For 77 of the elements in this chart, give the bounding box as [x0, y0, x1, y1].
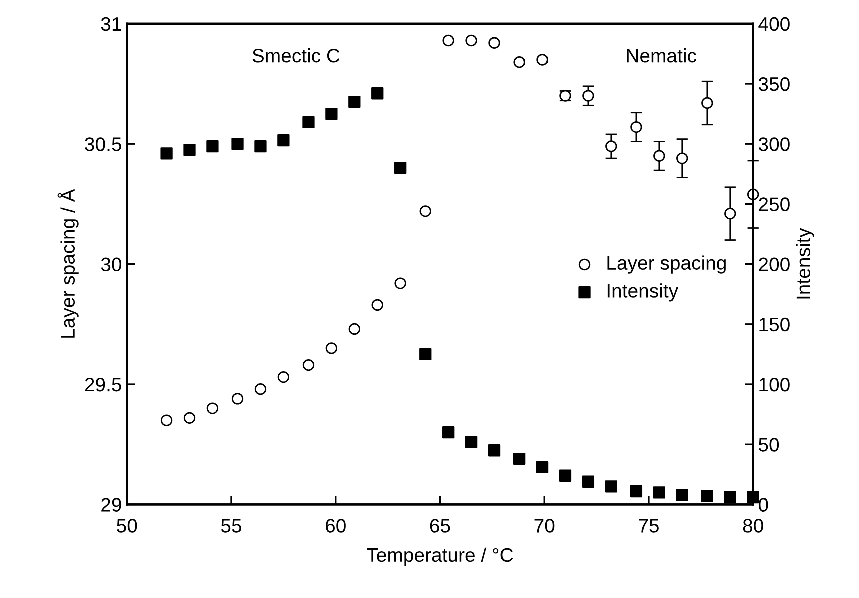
point	[326, 108, 338, 120]
point	[348, 323, 360, 336]
point	[206, 140, 219, 153]
point	[536, 461, 549, 474]
point	[326, 342, 338, 354]
y2-axis-title: Intensity	[796, 228, 814, 299]
y-tick-label: 31	[101, 17, 122, 32]
point	[536, 54, 548, 66]
point	[394, 278, 406, 290]
y2-tick-label: 0	[758, 498, 768, 512]
annotation: Smectic C	[252, 48, 340, 63]
x-tick-label: 55	[221, 519, 242, 533]
x-tick-label: 80	[743, 519, 764, 533]
point	[701, 490, 714, 502]
point	[420, 348, 432, 361]
point	[372, 88, 384, 100]
point	[630, 485, 643, 498]
point	[160, 414, 173, 426]
point	[724, 208, 736, 220]
point	[559, 470, 572, 482]
y2-tick-label: 400	[758, 17, 790, 32]
y2-tick-label: 50	[758, 438, 780, 452]
point	[232, 138, 244, 150]
point	[488, 444, 501, 457]
x-tick-label: 70	[534, 519, 555, 533]
point	[232, 393, 244, 405]
point	[653, 486, 666, 499]
x-tick-label: 60	[326, 519, 346, 533]
y2-tick-label: 100	[760, 378, 790, 392]
point	[724, 491, 736, 504]
x-tick-label: 75	[639, 519, 659, 533]
x-tick-label: 50	[117, 519, 138, 533]
y-tick-label: 30	[101, 258, 122, 272]
point	[184, 412, 196, 424]
point	[348, 96, 361, 108]
point	[442, 34, 454, 47]
point	[254, 140, 267, 153]
x-axis-title: Temperature / °C	[367, 548, 514, 566]
y2-tick-label: 300	[758, 138, 790, 152]
x-tick-label: 65	[430, 519, 450, 533]
point	[160, 148, 173, 160]
point	[488, 37, 500, 49]
point	[466, 34, 478, 47]
annotation: Nematic	[627, 48, 696, 63]
legend-label: Intensity	[608, 284, 679, 302]
y2-tick-label: 200	[759, 258, 790, 272]
point	[630, 121, 642, 134]
point	[676, 152, 688, 164]
point	[582, 476, 595, 488]
point	[278, 371, 290, 384]
point	[702, 97, 714, 110]
point	[605, 480, 618, 493]
y2-tick-label: 350	[758, 77, 790, 92]
point	[206, 402, 219, 414]
point	[513, 452, 526, 466]
y-axis-title: Layer spacing / Å	[58, 189, 79, 338]
y2-tick-label: 150	[760, 318, 790, 332]
point	[606, 140, 618, 152]
point	[184, 144, 196, 156]
point	[278, 134, 290, 147]
y-tick-label: 30.5	[85, 138, 122, 152]
point	[514, 56, 526, 68]
point	[442, 426, 455, 439]
y-tick-label: 29	[102, 498, 122, 512]
point	[420, 206, 432, 218]
point	[465, 436, 478, 448]
point	[372, 299, 384, 312]
point	[394, 162, 407, 174]
point	[654, 150, 666, 162]
point	[302, 359, 315, 372]
point	[302, 116, 315, 129]
point	[582, 90, 594, 102]
y2-tick-label: 250	[759, 198, 790, 212]
point	[676, 489, 688, 502]
legend-label: Layer spacing	[608, 256, 726, 274]
point	[254, 383, 267, 396]
y-tick-label: 29.5	[85, 378, 122, 392]
